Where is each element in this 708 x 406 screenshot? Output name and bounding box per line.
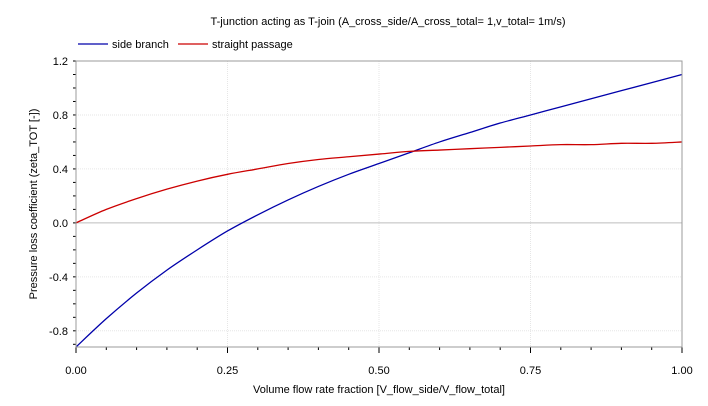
x-tick-label: 0.00 bbox=[65, 365, 86, 377]
y-tick-label: -0.8 bbox=[49, 326, 68, 338]
y-tick-label: 0.4 bbox=[53, 164, 68, 176]
x-tick-label: 1.00 bbox=[671, 365, 692, 377]
legend-label-straight-passage: straight passage bbox=[212, 39, 293, 51]
x-tick-label: 0.75 bbox=[520, 365, 541, 377]
plot-area-frame bbox=[75, 60, 683, 348]
series-line-straight-passage bbox=[75, 141, 683, 224]
y-axis-title: Pressure loss coefficient (zeta_TOT [-]) bbox=[28, 109, 40, 300]
legend: side branch straight passage bbox=[78, 39, 293, 51]
grid bbox=[75, 60, 683, 347]
series-line-side-branch bbox=[75, 73, 683, 348]
x-tick-label: 0.50 bbox=[368, 365, 389, 377]
x-tick-label: 0.25 bbox=[217, 365, 238, 377]
legend-label-side-branch: side branch bbox=[112, 39, 169, 51]
chart-title: T-junction acting as T-join (A_cross_sid… bbox=[210, 16, 565, 28]
axis-ticks: 0.00 0.25 0.50 0.75 1.00 1.2 0.8 0.4 0.0 -0.4 -0.8 bbox=[49, 56, 693, 377]
y-tick-label: 0.8 bbox=[53, 110, 68, 122]
y-tick-label: 0.0 bbox=[53, 218, 68, 230]
y-tick-label: 1.2 bbox=[53, 56, 68, 68]
series-lines bbox=[75, 73, 683, 348]
y-tick-label: -0.4 bbox=[49, 272, 68, 284]
x-axis-title: Volume flow rate fraction [V_flow_side/V… bbox=[253, 384, 505, 396]
